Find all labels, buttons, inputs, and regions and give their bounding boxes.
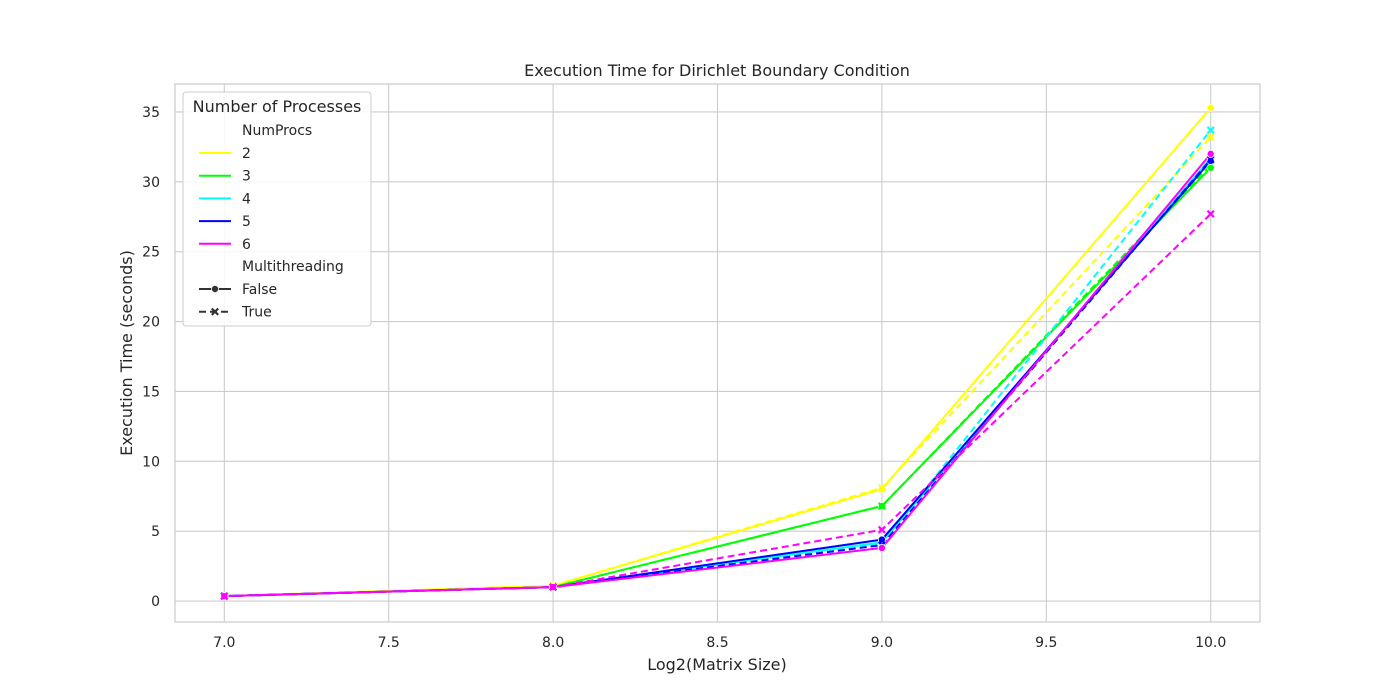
y-tick-label: 20: [142, 315, 160, 331]
x-tick-label: 8.5: [706, 635, 728, 651]
series-lines: [224, 107, 1212, 598]
y-tick-label: 5: [151, 524, 160, 540]
legend-box: [182, 91, 372, 327]
y-tick-label: 35: [142, 105, 160, 121]
legend-label-numprocs: 4: [242, 191, 251, 207]
data-point-np2-mt-false: [1206, 103, 1215, 112]
data-point-np6-mt-true: [1206, 209, 1215, 218]
y-axis-label: Execution Time (seconds): [117, 250, 136, 456]
series-line-np2-mt-true: [224, 136, 1212, 598]
y-tick-labels: 0 5 10 15 20 25 30 35: [142, 105, 160, 610]
y-tick-label: 0: [151, 594, 160, 610]
legend-label-multithreading: True: [241, 305, 272, 321]
x-tick-label: 9.5: [1035, 635, 1057, 651]
data-point-np6-mt-true: [549, 583, 558, 592]
legend-label-numprocs: 6: [242, 237, 251, 253]
x-tick-labels: 7.0 7.5 8.0 8.5 9.0 9.5 10.0: [213, 635, 1226, 651]
series-line-np6-mt-false: [224, 153, 1212, 598]
legend: Number of Processes NumProcs 2 3 4 5 6 Multi…: [182, 91, 372, 327]
legend-label-numprocs: 2: [242, 146, 251, 162]
x-tick-label: 10.0: [1195, 635, 1226, 651]
data-point-np5-mt-true: [1206, 155, 1215, 164]
data-point-np6-mt-true: [220, 592, 229, 601]
y-tick-label: 15: [142, 384, 160, 400]
legend-hue-title: NumProcs: [242, 123, 312, 139]
series-line-np4-mt-true: [224, 129, 1212, 598]
data-point-np6-mt-true: [877, 525, 886, 534]
legend-label-multithreading: False: [242, 282, 277, 298]
x-axis-label: Log2(Matrix Size): [647, 655, 787, 674]
series-line-np6-mt-true: [224, 213, 1212, 598]
x-tick-label: 7.5: [378, 635, 400, 651]
legend-marker-multithreading-true: [211, 307, 219, 316]
legend-title: Number of Processes: [193, 97, 362, 116]
data-point-np6-mt-false: [877, 543, 886, 552]
series-markers: [220, 103, 1215, 601]
data-point-np3-mt-true: [877, 502, 886, 510]
data-point-np2-mt-true: [1206, 133, 1215, 142]
y-tick-label: 25: [142, 245, 160, 261]
legend-style-title: Multithreading: [242, 259, 344, 275]
chart-title: Execution Time for Dirichlet Boundary Co…: [524, 61, 910, 80]
y-tick-label: 10: [142, 454, 160, 470]
legend-marker-multithreading-false: [210, 284, 219, 293]
data-point-np6-mt-false: [1206, 149, 1215, 158]
legend-label-numprocs: 3: [242, 169, 251, 185]
data-point-np4-mt-true: [1206, 126, 1215, 135]
plot-frame: [174, 83, 1261, 623]
y-tick-label: 30: [142, 175, 160, 191]
x-tick-label: 7.0: [213, 635, 235, 651]
data-point-np5-mt-false: [877, 535, 886, 544]
legend-label-numprocs: 5: [242, 214, 251, 230]
x-tick-label: 8.0: [542, 635, 564, 651]
x-tick-label: 9.0: [871, 635, 893, 651]
data-point-np2-mt-true: [877, 483, 886, 492]
